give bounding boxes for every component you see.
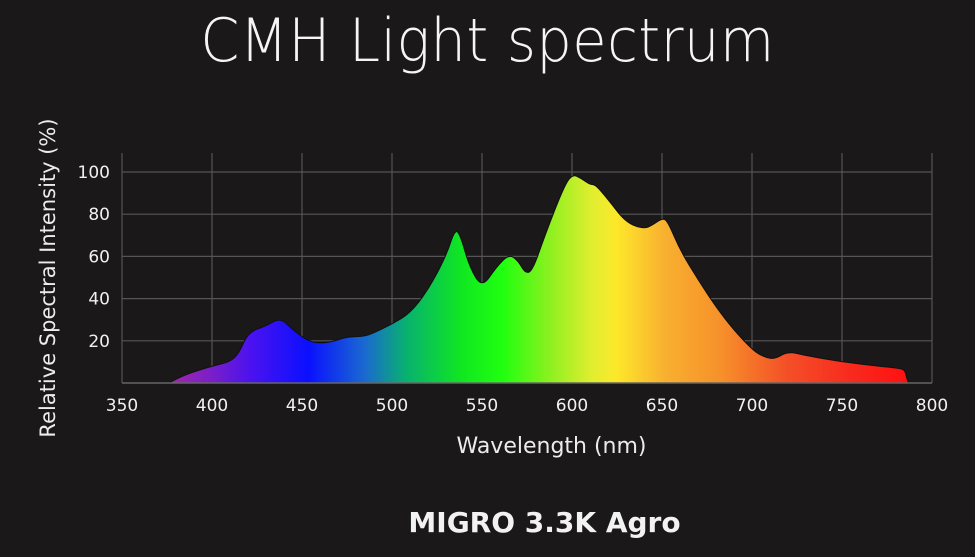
svg-text:500: 500 — [376, 396, 408, 416]
svg-text:600: 600 — [556, 396, 588, 416]
chart-subtitle: MIGRO 3.3K Agro — [408, 506, 681, 539]
svg-text:450: 450 — [286, 396, 318, 416]
chart-title: CMH Light spectrum — [200, 6, 775, 76]
y-tick-labels: 20 40 60 80 100 — [78, 163, 110, 352]
spectrum-area — [168, 175, 910, 384]
svg-text:650: 650 — [646, 396, 678, 416]
svg-text:350: 350 — [106, 396, 138, 416]
x-tick-labels: 350 400 450 500 550 600 650 700 750 800 — [106, 396, 948, 416]
svg-text:40: 40 — [88, 290, 110, 310]
svg-text:20: 20 — [88, 332, 110, 352]
svg-text:700: 700 — [736, 396, 768, 416]
svg-text:750: 750 — [826, 396, 858, 416]
svg-text:550: 550 — [466, 396, 498, 416]
svg-text:400: 400 — [196, 396, 228, 416]
svg-text:100: 100 — [78, 163, 110, 183]
svg-text:800: 800 — [916, 396, 948, 416]
svg-text:60: 60 — [88, 247, 110, 267]
svg-text:80: 80 — [88, 205, 110, 225]
x-axis-label: Wavelength (nm) — [456, 434, 647, 459]
